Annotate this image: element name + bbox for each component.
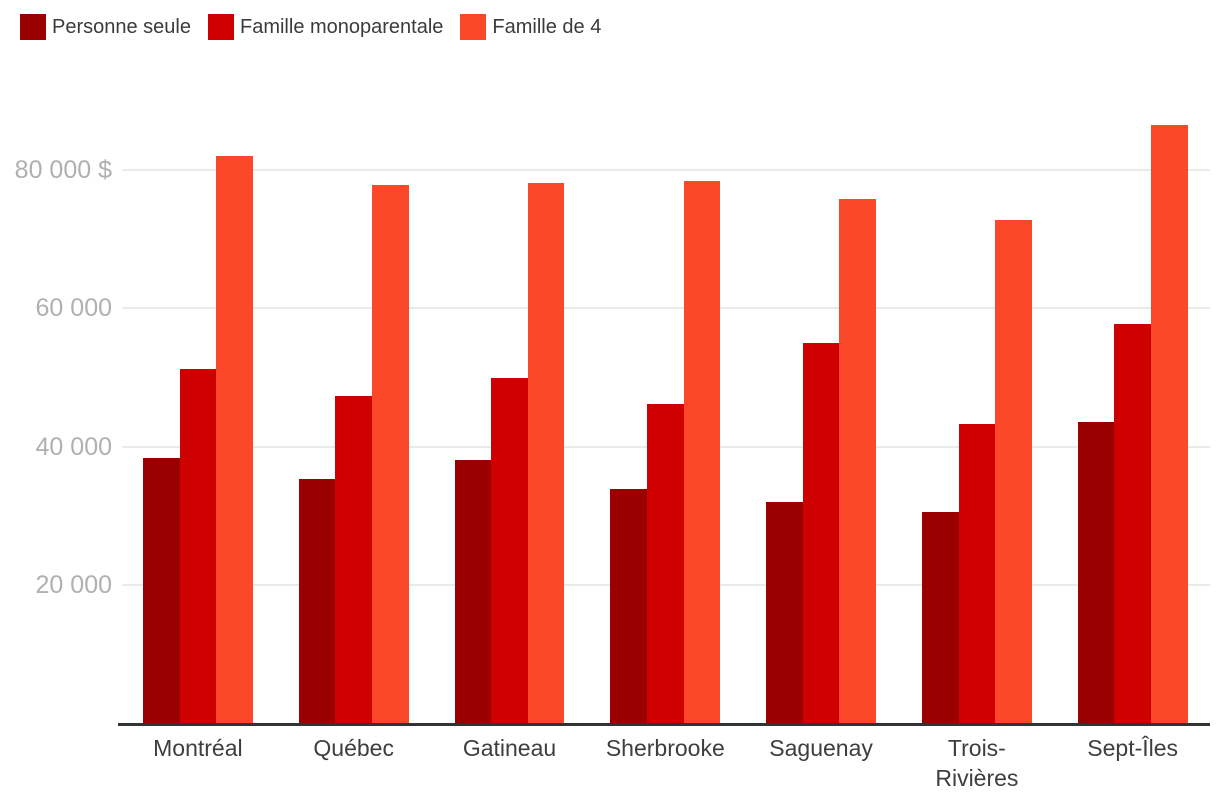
bar-gatineau-famille-monoparentale[interactable]: [491, 378, 528, 723]
legend-swatch-icon: [20, 14, 46, 40]
bar-gatineau-personne-seule[interactable]: [454, 460, 492, 723]
bar-trois-rivieres-personne-seule[interactable]: [922, 512, 959, 723]
bar-trois-rivieres-famille-monoparentale[interactable]: [958, 423, 996, 723]
y-tick-label-60000: 60 000: [35, 294, 112, 323]
legend-item-personne-seule[interactable]: Personne seule: [20, 13, 191, 41]
x-tick-label-sherbrooke: Sherbrooke: [605, 735, 725, 761]
bar-quebec-personne-seule[interactable]: [298, 478, 336, 723]
legend-label: Personne seule: [52, 16, 191, 38]
bar-saguenay-famille-monoparentale[interactable]: [802, 342, 840, 723]
y-tick-label-40000: 40 000: [35, 432, 112, 461]
bar-montreal-famille-monoparentale[interactable]: [179, 369, 217, 723]
bar-sept-iles-famille-de-4[interactable]: [1151, 125, 1188, 723]
y-tick-label-80000: 80 000 $: [14, 156, 112, 184]
gridline-80000: [122, 169, 1210, 171]
bar-saguenay-personne-seule[interactable]: [766, 501, 803, 723]
x-tick-label-gatineau: Gatineau: [462, 735, 557, 761]
legend-item-famille-monoparentale[interactable]: Famille monoparentale: [207, 13, 444, 41]
bar-trois-rivieres-famille-de-4[interactable]: [995, 219, 1032, 723]
bar-gatineau-famille-de-4[interactable]: [527, 183, 565, 723]
x-tick-label-saguenay: Saguenay: [769, 735, 873, 761]
bar-saguenay-famille-de-4[interactable]: [839, 199, 876, 723]
bar-sept-iles-famille-monoparentale[interactable]: [1114, 324, 1151, 723]
bar-montreal-famille-de-4[interactable]: [216, 156, 253, 723]
x-tick-label-quebec: Québec: [313, 735, 394, 761]
bar-sherbrooke-famille-monoparentale[interactable]: [647, 404, 684, 723]
legend-item-famille-de-4[interactable]: Famille de 4: [460, 13, 601, 41]
x-tick-label-trois-rivieres: Trois-Rivières: [935, 735, 1019, 791]
x-axis-line: [118, 723, 1210, 726]
bar-sherbrooke-personne-seule[interactable]: [610, 489, 647, 723]
legend-label: Famille monoparentale: [239, 16, 444, 38]
y-tick-label-20000: 20 000: [35, 570, 112, 599]
legend-swatch-icon: [460, 14, 487, 40]
bar-quebec-famille-de-4[interactable]: [372, 185, 409, 723]
legend-swatch-icon: [207, 14, 234, 40]
bar-quebec-famille-monoparentale[interactable]: [335, 396, 372, 723]
legend-label: Famille de 4: [492, 16, 602, 38]
bar-sherbrooke-famille-de-4[interactable]: [683, 181, 721, 723]
x-tick-label-sept-iles: Sept-Îles: [1087, 735, 1179, 761]
bar-sept-iles-personne-seule[interactable]: [1077, 422, 1115, 723]
bar-montreal-personne-seule[interactable]: [143, 458, 180, 723]
chart-legend: Personne seule Famille monoparentale Famil…: [20, 13, 601, 41]
gridline-60000: [122, 307, 1210, 310]
x-tick-label-montreal: Montréal: [153, 735, 243, 761]
